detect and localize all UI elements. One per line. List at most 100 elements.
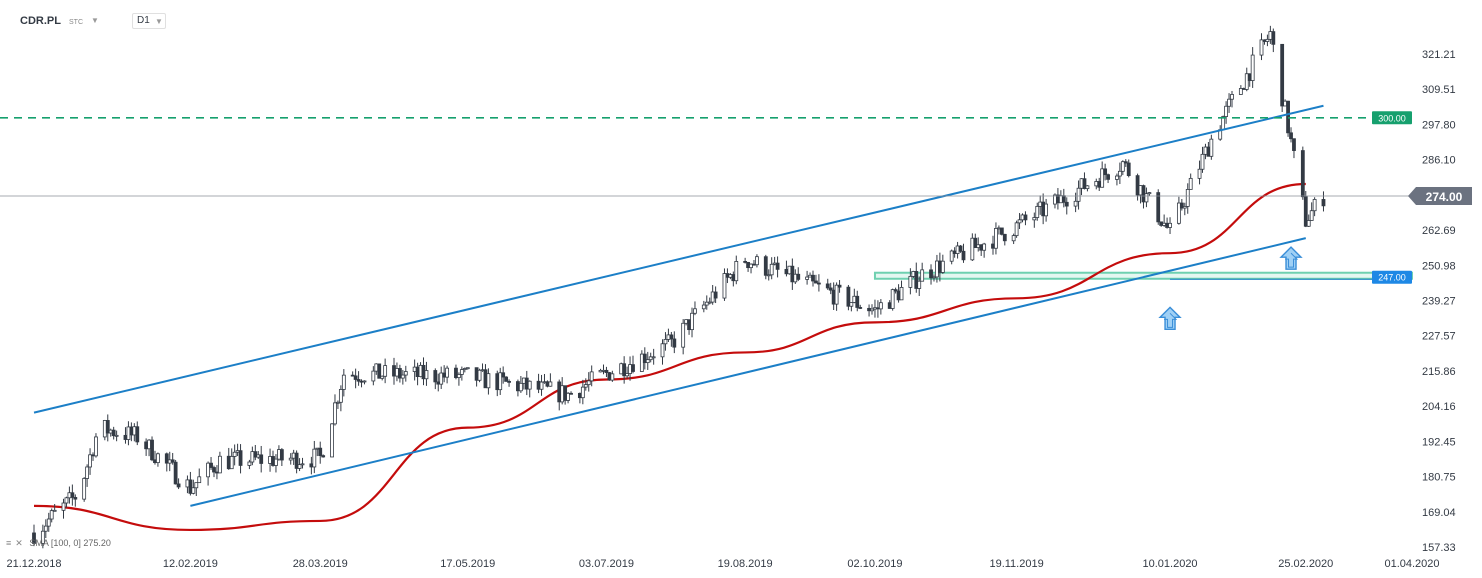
candle-down xyxy=(796,273,801,280)
channel-upper-line[interactable] xyxy=(33,104,1324,414)
candle-down xyxy=(321,455,326,458)
y-tick-label: 321.21 xyxy=(1422,49,1456,61)
candle-down xyxy=(828,287,833,291)
candle-down xyxy=(1002,233,1007,242)
candle-down xyxy=(743,261,748,263)
candle-up xyxy=(1306,220,1311,227)
candle-up xyxy=(338,389,343,403)
candle-down xyxy=(421,364,426,380)
candle-up xyxy=(1085,185,1090,190)
candle-up xyxy=(49,510,54,520)
candle-up xyxy=(589,371,594,382)
candle-down xyxy=(536,380,541,390)
support-price-tag-text: 247.00 xyxy=(1378,273,1406,283)
candle-up xyxy=(300,463,305,466)
current-price-tag[interactable] xyxy=(1408,187,1472,206)
candle-up xyxy=(660,343,665,358)
candle-down xyxy=(831,289,836,305)
candle-up xyxy=(1312,199,1317,212)
candle-down xyxy=(524,377,529,390)
candle-down xyxy=(577,392,582,399)
timeframe-select[interactable] xyxy=(132,13,166,29)
candle-down xyxy=(123,434,128,440)
candle-up xyxy=(935,260,939,278)
candle-down xyxy=(135,426,140,443)
candle-down xyxy=(1206,146,1211,157)
candle-up xyxy=(85,466,90,479)
x-tick-label: 17.05.2019 xyxy=(440,558,495,570)
candle-up xyxy=(1079,178,1084,189)
candle-down xyxy=(164,453,169,464)
candle-down xyxy=(188,479,193,494)
candle-up xyxy=(1250,54,1255,81)
candle-up xyxy=(834,284,839,305)
x-tick-label: 12.02.2019 xyxy=(163,558,218,570)
candle-down xyxy=(775,262,780,270)
candle-up xyxy=(229,456,234,470)
candle-down xyxy=(1097,181,1102,188)
y-tick-label: 286.10 xyxy=(1422,155,1456,167)
candle-down xyxy=(867,307,871,312)
current-price-tag-text: 274.00 xyxy=(1426,190,1463,204)
candle-up xyxy=(217,455,222,474)
candle-up xyxy=(1265,38,1270,42)
candle-down xyxy=(816,282,821,285)
candle-up xyxy=(498,372,503,391)
candle-down xyxy=(454,367,458,379)
y-tick-label: 215.86 xyxy=(1422,366,1456,378)
candle-up xyxy=(445,367,450,378)
candle-up xyxy=(873,307,877,310)
candle-down xyxy=(752,263,756,266)
candle-up xyxy=(666,334,671,340)
candle-up xyxy=(102,420,107,438)
candle-up xyxy=(462,368,467,370)
candle-up xyxy=(1162,222,1167,226)
candle-up xyxy=(167,459,172,464)
candle-down xyxy=(604,369,609,373)
candle-down xyxy=(495,373,500,391)
candle-up xyxy=(330,423,334,458)
candle-up xyxy=(996,227,1001,230)
candle-up xyxy=(400,374,405,379)
candle-down xyxy=(1135,175,1140,196)
candle-up xyxy=(315,447,320,450)
menu-icon[interactable]: ≡ xyxy=(6,538,12,548)
candle-down xyxy=(32,532,36,544)
candle-down xyxy=(713,291,718,299)
candle-down xyxy=(973,237,978,249)
candle-up xyxy=(1238,88,1243,95)
candle-down xyxy=(557,381,562,403)
resistance-price-tag-text: 300.00 xyxy=(1378,113,1406,123)
candle-up xyxy=(917,280,922,289)
x-tick-label: 19.11.2019 xyxy=(989,558,1043,570)
candle-up xyxy=(701,304,706,310)
support-price-tag[interactable] xyxy=(1372,270,1412,284)
resistance-price-tag[interactable] xyxy=(1372,111,1412,125)
candle-down xyxy=(846,286,851,307)
chevron-down-icon[interactable]: ▼ xyxy=(155,17,163,26)
indicator-legend: ≡ ✕ SMA [100, 0] 275.20 xyxy=(6,538,111,549)
candle-down xyxy=(1300,150,1305,198)
candle-up xyxy=(548,381,553,387)
candle-down xyxy=(961,250,966,261)
candle-up xyxy=(1268,31,1273,40)
close-icon[interactable]: ✕ xyxy=(15,538,23,548)
candle-down xyxy=(359,380,364,383)
candle-down xyxy=(474,367,479,381)
candle-up xyxy=(380,375,385,379)
symbol-label: CDR.PL xyxy=(20,15,61,27)
candle-up xyxy=(185,479,190,488)
candle-down xyxy=(952,250,957,254)
candle-up xyxy=(1227,98,1231,107)
x-tick-label: 01.04.2020 xyxy=(1384,558,1439,570)
candle-down xyxy=(73,497,78,500)
candle-up xyxy=(1115,175,1119,180)
channel-lower-line[interactable] xyxy=(190,237,1307,507)
chevron-down-icon[interactable]: ▼ xyxy=(91,16,99,25)
candle-up xyxy=(940,260,945,273)
candle-down xyxy=(507,380,511,383)
candle-up xyxy=(333,402,337,425)
instrument-type-dropdown[interactable]: STC xyxy=(69,19,83,26)
candle-up xyxy=(601,369,606,372)
